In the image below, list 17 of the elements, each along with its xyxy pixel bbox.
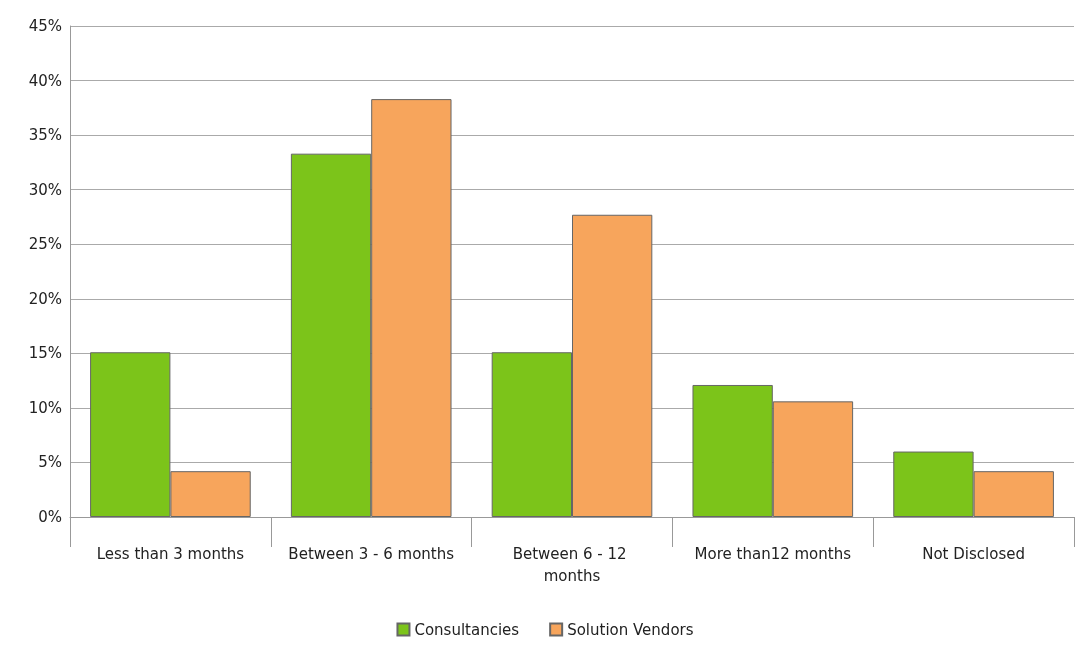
x-tick-label: More than12 months: [694, 545, 852, 563]
y-tick-label: 20%: [28, 289, 62, 308]
y-tick-label: 10%: [28, 398, 62, 417]
y-tick-label: 30%: [28, 180, 62, 199]
y-tick-label: 25%: [28, 235, 62, 254]
y-tick-label: 5%: [38, 453, 62, 472]
x-tick-label: Not Disclosed: [922, 545, 1025, 563]
legend-label: Solution Vendors: [567, 620, 694, 639]
y-tick-label: 45%: [28, 17, 62, 35]
x-tick-label: Between 6 - 12 months: [512, 545, 632, 585]
y-tick-label: 0%: [38, 508, 62, 526]
y-tick-label: 15%: [28, 344, 62, 363]
legend-label: Consultancies: [414, 620, 520, 639]
x-tick-label: Less than 3 months: [96, 545, 245, 563]
y-tick-label: 35%: [28, 126, 62, 145]
y-tick-label: 40%: [28, 71, 62, 90]
x-tick-label: Between 3 - 6 months: [288, 545, 455, 563]
